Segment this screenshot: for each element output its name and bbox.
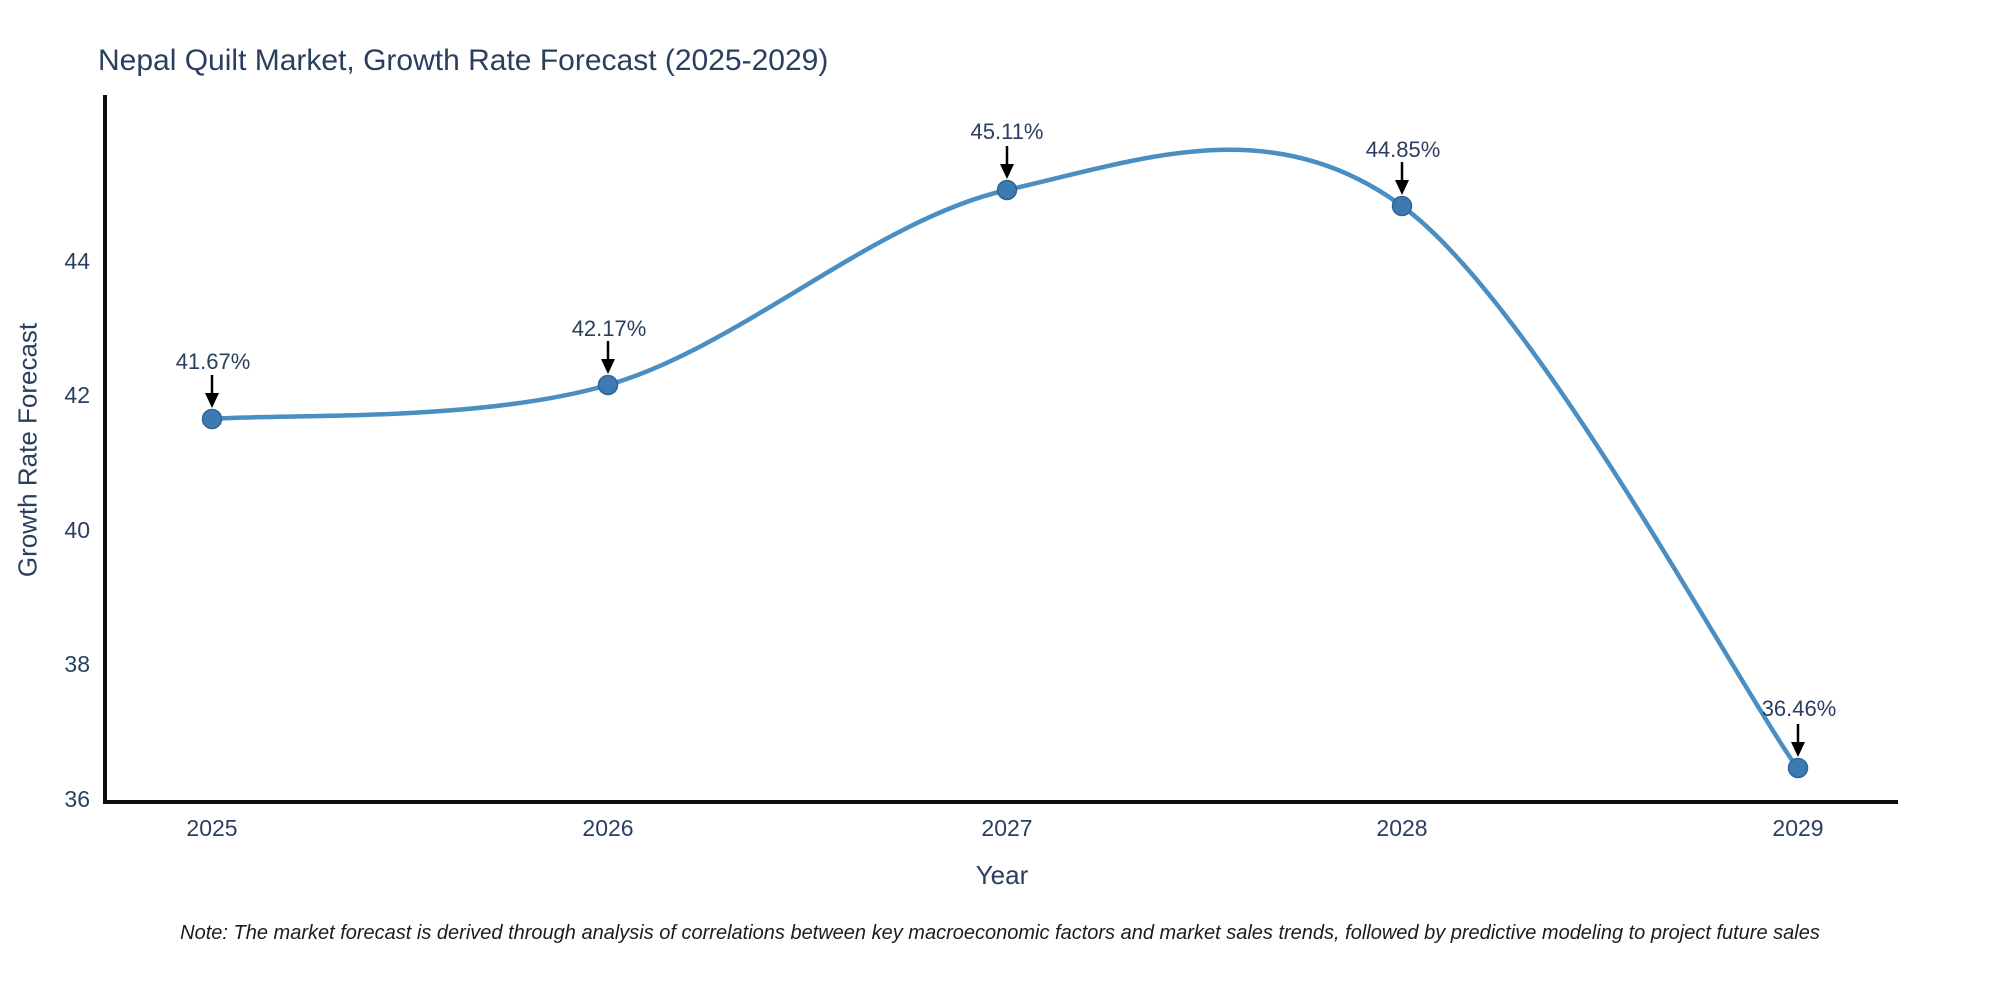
x-tick-2029: 2029 xyxy=(1772,815,1824,841)
footnote: Note: The market forecast is derived thr… xyxy=(180,922,1820,944)
point-label-2025: 41.67% xyxy=(175,349,251,374)
y-tick-44: 44 xyxy=(64,248,90,274)
point-label-2027: 45.11% xyxy=(970,119,1044,144)
y-tick-40: 40 xyxy=(64,517,90,543)
point-label-2029: 36.46% xyxy=(1761,696,1837,721)
annotation-arrow-2026 xyxy=(601,341,615,374)
y-tick-42: 42 xyxy=(64,382,90,408)
chart-title: Nepal Quilt Market, Growth Rate Forecast… xyxy=(98,44,829,77)
x-tick-2028: 2028 xyxy=(1376,815,1428,841)
data-point-marker-2029[interactable] xyxy=(1787,757,1809,779)
series-line xyxy=(211,147,1800,771)
x-tick-2025: 2025 xyxy=(186,815,238,841)
point-label-2028: 44.85% xyxy=(1365,137,1441,162)
x-axis-title: Year xyxy=(975,860,1029,890)
point-label-2026: 42.17% xyxy=(571,316,647,341)
y-tick-36: 36 xyxy=(64,786,90,812)
data-point-marker-2025[interactable] xyxy=(201,408,223,430)
data-point-marker-2026[interactable] xyxy=(597,374,619,396)
annotation-arrow-2027 xyxy=(1000,146,1014,179)
annotation-arrow-2028 xyxy=(1395,162,1409,195)
x-tick-2026: 2026 xyxy=(582,815,634,841)
annotation-arrow-2029 xyxy=(1791,724,1805,757)
annotation-arrow-2025 xyxy=(205,375,219,408)
data-point-marker-2027[interactable] xyxy=(996,179,1018,201)
data-point-marker-2028[interactable] xyxy=(1391,195,1413,217)
y-axis-title: Growth Rate Forecast xyxy=(12,322,43,578)
y-tick-38: 38 xyxy=(64,651,90,677)
x-tick-2027: 2027 xyxy=(981,815,1033,841)
